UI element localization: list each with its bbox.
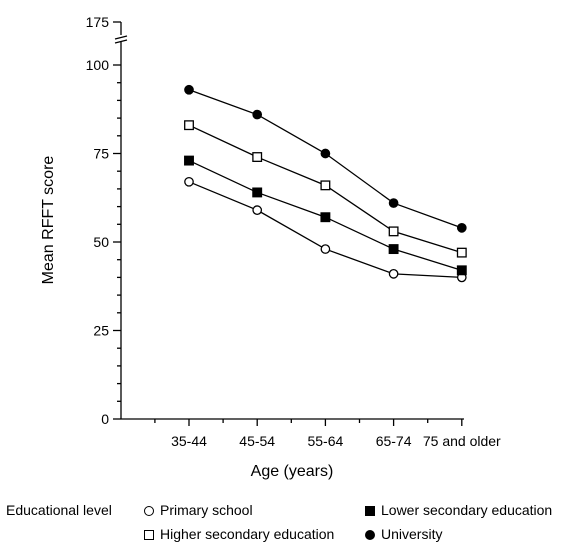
x-tick-label: 65-74: [376, 433, 412, 449]
data-point: [184, 155, 194, 166]
legend-title: Educational level: [6, 502, 112, 518]
data-point: [252, 109, 263, 120]
series-primary-school: [184, 176, 467, 283]
legend-item-university: University: [365, 526, 442, 542]
data-point: [320, 212, 331, 223]
data-point: [456, 222, 467, 233]
data-point: [252, 187, 263, 198]
x-tick-label: 55-64: [307, 433, 343, 449]
y-tick-label: 75: [93, 146, 109, 162]
series-higher-secondary-education: [184, 120, 467, 258]
legend-item-primary-school: Primary school: [144, 502, 253, 518]
legend-label: Lower secondary education: [381, 502, 553, 518]
legend-label: University: [381, 526, 443, 542]
legend-label: Primary school: [160, 502, 253, 518]
series-layer: [184, 84, 467, 283]
legend: Educational level Primary school Lower s…: [0, 496, 567, 544]
x-axis-label: Age (years): [251, 463, 334, 480]
series-university: [184, 84, 467, 233]
x-tick-label: 75 and older: [423, 433, 501, 449]
x-axis: 35-44 45-54 55-64 65-74 75 and older: [121, 418, 501, 449]
series-lower-secondary-education: [184, 155, 467, 276]
data-point: [252, 205, 263, 215]
y-tick-label: 25: [93, 323, 109, 339]
y-tick-label: 50: [93, 234, 109, 250]
line-chart: 0 25 50 75 100 175 35-44 45-54 55-64 65-74 75 and…: [40, 14, 501, 480]
x-tick-label: 45-54: [239, 433, 275, 449]
axis-break-mark: [114, 35, 128, 40]
data-point: [388, 269, 399, 279]
x-tick-label: 35-44: [171, 433, 207, 449]
legend-item-lower-secondary: Lower secondary education: [365, 502, 552, 518]
data-point: [252, 152, 263, 162]
y-axis: 0 25 50 75 100 175: [86, 14, 128, 427]
data-point: [320, 180, 331, 191]
legend-item-higher-secondary: Higher secondary education: [144, 526, 334, 542]
data-point: [388, 198, 399, 208]
axis-break-mark: [114, 39, 128, 44]
data-point: [184, 84, 194, 95]
legend-label: Higher secondary education: [160, 526, 335, 542]
series-line: [188, 181, 462, 279]
data-point: [456, 247, 467, 258]
data-point: [388, 244, 399, 255]
data-point: [184, 176, 194, 187]
data-point: [388, 226, 399, 237]
series-line: [188, 89, 463, 229]
y-tick-label: 0: [101, 411, 109, 427]
y-tick-label: 175: [86, 14, 110, 30]
open-square-marker-icon: [144, 530, 154, 540]
data-point: [320, 148, 331, 159]
data-point: [456, 265, 467, 276]
filled-square-marker-icon: [365, 506, 375, 516]
data-point: [184, 120, 194, 131]
y-axis-label: Mean RFFT score: [40, 156, 57, 285]
filled-circle-marker-icon: [365, 530, 375, 540]
y-tick-label: 100: [86, 57, 110, 73]
open-circle-marker-icon: [144, 506, 154, 516]
data-point: [320, 244, 331, 254]
